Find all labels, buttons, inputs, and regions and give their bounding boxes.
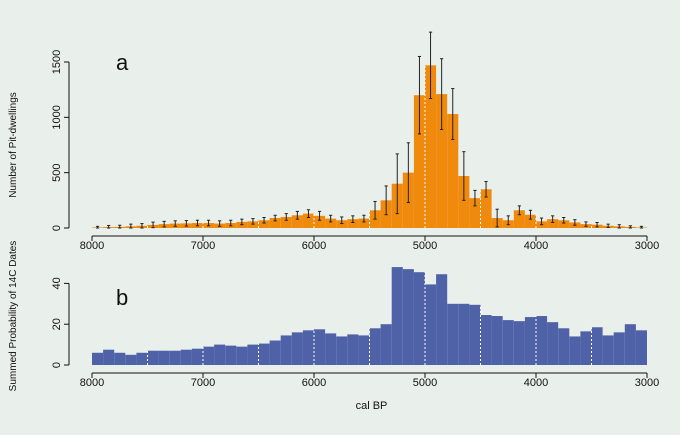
chart-bar (314, 215, 326, 228)
y-tick-label: 1500 (51, 50, 63, 74)
chart-bar (402, 269, 414, 365)
chart-bar (469, 198, 481, 228)
chart-bar (258, 343, 270, 365)
chart-bar (314, 329, 326, 365)
chart-bar (247, 344, 259, 365)
chart-bar (247, 221, 259, 228)
y-tick-label: 1000 (51, 105, 63, 129)
chart-bar (203, 346, 215, 365)
chart-bar (125, 354, 137, 365)
chart-bar (269, 218, 281, 228)
chart-bar (558, 220, 570, 228)
chart-bar (502, 320, 514, 365)
x-tick-label: 3000 (635, 240, 659, 252)
x-tick-label: 8000 (80, 377, 104, 389)
chart-bar (169, 350, 181, 365)
y-tick-label: 500 (51, 163, 63, 181)
chart-bar (325, 333, 337, 365)
chart-bar (336, 220, 348, 228)
x-tick-label: 6000 (302, 377, 326, 389)
x-tick-label: 7000 (191, 377, 215, 389)
chart-bar (391, 267, 403, 365)
chart-bar (613, 332, 625, 365)
chart-bar (425, 284, 437, 365)
chart-bar (258, 220, 270, 228)
x-tick-label: 4000 (524, 377, 548, 389)
chart-bar (269, 340, 281, 365)
chart-bar (358, 335, 370, 365)
chart-bar (413, 95, 425, 228)
chart-bar (236, 346, 248, 365)
x-tick-label: 5000 (413, 240, 437, 252)
y-tick-label: 0 (51, 225, 63, 231)
chart-bar (347, 219, 359, 228)
x-tick-label: 4000 (524, 240, 548, 252)
chart-bar (458, 303, 470, 365)
chart-bar (114, 352, 126, 365)
y-axis-title: Number of Pit-dwellings (8, 92, 19, 198)
chart-bar (280, 216, 292, 228)
chart-bar (524, 317, 536, 365)
chart-bar (436, 274, 448, 365)
x-tick-label: 5000 (413, 377, 437, 389)
chart-bar (214, 344, 226, 365)
chart-bar (413, 272, 425, 365)
panel-label: b (116, 285, 128, 310)
chart-bar (436, 94, 448, 228)
chart-bar (524, 214, 536, 228)
chart-bar (325, 218, 337, 228)
chart-bar (480, 315, 492, 365)
y-axis-title: Summed Probability of 14C Dates (8, 241, 19, 392)
y-tick-label: 20 (51, 318, 63, 330)
chart-bar (225, 345, 237, 365)
chart-bar (458, 175, 470, 228)
chart-bar (480, 189, 492, 228)
chart-bar (635, 330, 647, 365)
x-tick-label: 8000 (80, 240, 104, 252)
chart-bar (336, 336, 348, 365)
chart-bar (291, 332, 303, 365)
x-tick-label: 7000 (191, 240, 215, 252)
chart-bar (302, 213, 314, 228)
chart-bar (358, 218, 370, 228)
chart-bar (291, 215, 303, 228)
panel-label: a (116, 50, 129, 75)
chart-bar (558, 328, 570, 365)
chart-bar (280, 335, 292, 365)
chart-bar (469, 304, 481, 365)
x-tick-label: 6000 (302, 240, 326, 252)
chart-bar (191, 348, 203, 365)
chart-bar (158, 350, 170, 365)
chart-bar (136, 352, 148, 365)
x-tick-label: 3000 (635, 377, 659, 389)
chart-bar (547, 219, 559, 228)
chart-bar (513, 210, 525, 228)
x-axis-title: cal BP (356, 400, 388, 412)
y-tick-label: 40 (51, 277, 63, 289)
chart-bar (425, 65, 437, 228)
chart-bar (447, 303, 459, 365)
chart-bar (491, 316, 503, 365)
chart-bar (103, 349, 115, 365)
chart-bar (147, 350, 159, 365)
chart-bar (302, 330, 314, 365)
chart-bar (180, 349, 192, 365)
chart-bar (536, 316, 548, 365)
chart-bar (513, 321, 525, 365)
chart-bar (569, 336, 581, 365)
chart-bar (580, 331, 592, 365)
chart-bar (591, 327, 603, 365)
chart-bar (347, 334, 359, 365)
chart-bar (369, 328, 381, 365)
chart-bar (602, 335, 614, 365)
y-tick-label: 0 (51, 362, 63, 368)
chart-bar (380, 324, 392, 365)
chart-bar (447, 114, 459, 228)
chart-bar (624, 324, 636, 365)
chart-bar (92, 352, 104, 365)
chart-bar (547, 322, 559, 365)
